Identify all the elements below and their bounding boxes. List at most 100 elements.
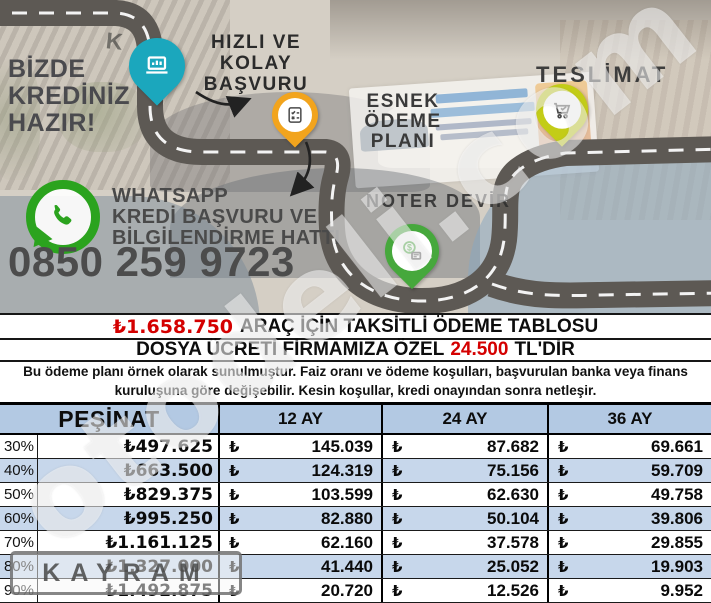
row-24ay: 75.156	[487, 460, 539, 480]
currency-symbol: ₺	[229, 485, 240, 504]
row-36ay: 59.709	[651, 460, 703, 480]
step-text: HIZLI VE KOLAY	[210, 32, 302, 74]
row-36ay: 69.661	[651, 436, 703, 456]
row-12ay: 103.599	[311, 484, 373, 504]
row-pesinat: ₺1.492.875	[38, 579, 220, 602]
row-percent: 60%	[0, 507, 38, 530]
currency-symbol: ₺	[229, 437, 240, 456]
payment-icon: $	[392, 231, 432, 271]
whatsapp-icon	[19, 180, 100, 262]
currency-symbol: ₺	[392, 557, 403, 576]
headline-line: HAZIR!	[8, 109, 96, 137]
row-pesinat: ₺1.327.000	[38, 555, 220, 578]
payment-table-body: 30% ₺497.625 ₺ 145.039 ₺ 87.682 ₺ 69.661…	[0, 435, 711, 603]
row-36ay: 29.855	[651, 532, 703, 552]
row-pesinat: ₺663.500	[38, 459, 220, 482]
arrow-to-whatsapp	[289, 141, 315, 197]
step-text: NOTER DEVİR	[366, 191, 512, 211]
row-24ay: 25.052	[487, 556, 539, 576]
table-row: 70% ₺1.161.125 ₺ 62.160 ₺ 37.578 ₺ 29.85…	[0, 531, 711, 555]
background-ceiling	[330, 0, 711, 60]
road-graphic	[0, 0, 711, 313]
subtitle-text: DOSYA ÜCRETİ FİRMAMIZA ÖZEL	[136, 339, 445, 360]
phone-number: 0850 259 9723	[8, 238, 295, 285]
subtitle-band: DOSYA ÜCRETİ FİRMAMIZA ÖZEL 24.500 TL'Dİ…	[0, 339, 711, 362]
currency-symbol: ₺	[392, 533, 403, 552]
row-percent: 30%	[0, 435, 38, 458]
disclaimer-text: Bu ödeme planı örnek olarak sunulmuştur.…	[0, 362, 711, 402]
row-pesinat: ₺995.250	[38, 507, 220, 530]
currency-symbol: ₺	[392, 509, 403, 528]
step-label-teslimat: TESLİMAT	[536, 62, 686, 88]
laptop-icon	[136, 45, 177, 86]
row-24ay: 50.104	[487, 508, 539, 528]
row-percent: 70%	[0, 531, 38, 554]
step-text: ESNEK ÖDEME	[364, 91, 442, 132]
currency-symbol: ₺	[392, 461, 403, 480]
currency-symbol: ₺	[392, 437, 403, 456]
step-text: PLANI	[370, 131, 436, 152]
row-pesinat: ₺829.375	[38, 483, 220, 506]
row-12ay: 41.440	[321, 556, 373, 576]
currency-symbol: ₺	[558, 581, 569, 600]
background-plant	[58, 82, 148, 152]
currency-symbol: ₺	[392, 581, 403, 600]
row-24ay: 62.630	[487, 484, 539, 504]
row-36ay: 9.952	[660, 580, 703, 600]
row-24ay: 12.526	[487, 580, 539, 600]
step-label-odeme: ESNEK ÖDEME PLANI	[328, 92, 478, 152]
hero-headline: BİZDE KREDİNİZ HAZIR!	[8, 56, 130, 137]
vehicle-price: ₺1.658.750	[112, 315, 234, 338]
currency-symbol: ₺	[558, 437, 569, 456]
row-36ay: 19.903	[651, 556, 703, 576]
map-pin-noter: $	[373, 212, 451, 290]
currency-symbol: ₺	[558, 485, 569, 504]
row-24ay: 37.578	[487, 532, 539, 552]
background-plant	[0, 60, 40, 180]
table-row: 90% ₺1.492.875 ₺ 20.720 ₺ 12.526 ₺ 9.952	[0, 579, 711, 603]
map-pin-basvuru	[117, 26, 197, 106]
row-12ay: 82.880	[321, 508, 373, 528]
hero-photo-section: K BİZDE KREDİNİZ HAZIR! HIZLI VE KOLAY B…	[0, 0, 711, 313]
header-pesinat: PEŞİNAT	[0, 405, 220, 433]
row-36ay: 39.806	[651, 508, 703, 528]
table-row: 60% ₺995.250 ₺ 82.880 ₺ 50.104 ₺ 39.806	[0, 507, 711, 531]
table-row: 50% ₺829.375 ₺ 103.599 ₺ 62.630 ₺ 49.758	[0, 483, 711, 507]
row-percent: 90%	[0, 579, 38, 602]
map-pin-odeme	[262, 82, 328, 148]
currency-symbol: ₺	[558, 461, 569, 480]
row-pesinat: ₺1.161.125	[38, 531, 220, 554]
step-text: TESLİMAT	[536, 62, 669, 87]
title-band: ₺1.658.750 ARAÇ İÇİN TAKSİTLİ ÖDEME TABL…	[0, 313, 711, 340]
header-12ay: 12 AY	[220, 405, 383, 433]
headline-line: KREDİNİZ	[8, 82, 131, 110]
row-24ay: 87.682	[487, 436, 539, 456]
row-12ay: 62.160	[321, 532, 373, 552]
map-pin-teslimat	[525, 73, 599, 147]
currency-symbol: ₺	[229, 509, 240, 528]
currency-symbol: ₺	[392, 485, 403, 504]
checklist-icon	[277, 97, 313, 133]
whatsapp-line: BİLGİLENDİRME HATTI	[112, 227, 341, 249]
whatsapp-line: KREDİ BAŞVURU VE	[112, 206, 318, 228]
cart-icon	[542, 90, 582, 130]
whatsapp-title: WHATSAPP	[112, 185, 229, 207]
table-row: 30% ₺497.625 ₺ 145.039 ₺ 87.682 ₺ 69.661	[0, 435, 711, 459]
row-12ay: 145.039	[311, 436, 373, 456]
row-36ay: 49.758	[651, 484, 703, 504]
currency-symbol: ₺	[229, 461, 240, 480]
step-text: BAŞVURU	[203, 74, 309, 95]
row-percent: 40%	[0, 459, 38, 482]
whatsapp-text-block: WHATSAPP KREDİ BAŞVURU VE BİLGİLENDİRME …	[112, 186, 340, 249]
currency-symbol: ₺	[229, 581, 240, 600]
table-row: 40% ₺663.500 ₺ 124.319 ₺ 75.156 ₺ 59.709	[0, 459, 711, 483]
table-row: 80% ₺1.327.000 ₺ 41.440 ₺ 25.052 ₺ 19.90…	[0, 555, 711, 579]
payment-table-header: PEŞİNAT 12 AY 24 AY 36 AY	[0, 405, 711, 435]
row-12ay: 20.720	[321, 580, 373, 600]
currency-symbol: ₺	[558, 509, 569, 528]
step-label-noter: NOTER DEVİR	[366, 191, 536, 212]
title-text: ARAÇ İÇİN TAKSİTLİ ÖDEME TABLOSU	[240, 315, 599, 337]
currency-symbol: ₺	[229, 533, 240, 552]
currency-symbol: ₺	[229, 557, 240, 576]
svg-text:$: $	[407, 243, 412, 253]
